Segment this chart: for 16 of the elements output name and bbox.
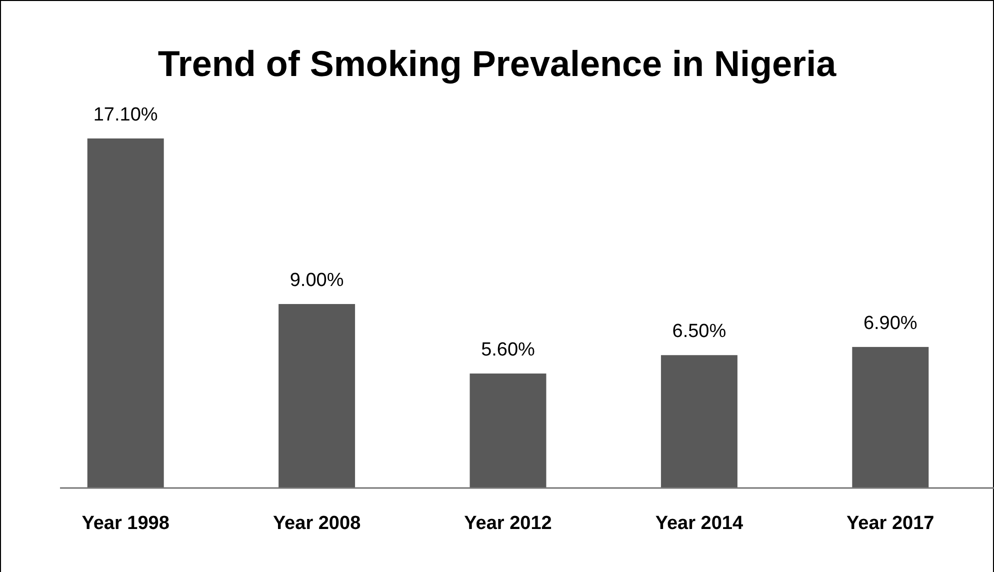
data-label: 6.90%	[863, 312, 918, 334]
data-label: 9.00%	[290, 270, 344, 292]
data-label: 6.50%	[672, 321, 726, 342]
x-tick-label: Year 2014	[655, 513, 744, 534]
bar	[660, 355, 738, 488]
data-label: 5.60%	[481, 340, 536, 361]
bar	[470, 374, 546, 488]
bar	[278, 304, 356, 488]
bar	[852, 346, 929, 488]
x-tick-label: Year 1998	[82, 513, 170, 534]
x-tick-label: Year 2008	[272, 513, 361, 534]
x-tick-label: Year 2012	[464, 513, 552, 534]
bar	[87, 138, 164, 488]
data-label: 17.10%	[93, 104, 158, 126]
x-tick-label: Year 2017	[846, 513, 934, 534]
chart-title: Trend of Smoking Prevalence in Nigeria	[158, 43, 838, 84]
